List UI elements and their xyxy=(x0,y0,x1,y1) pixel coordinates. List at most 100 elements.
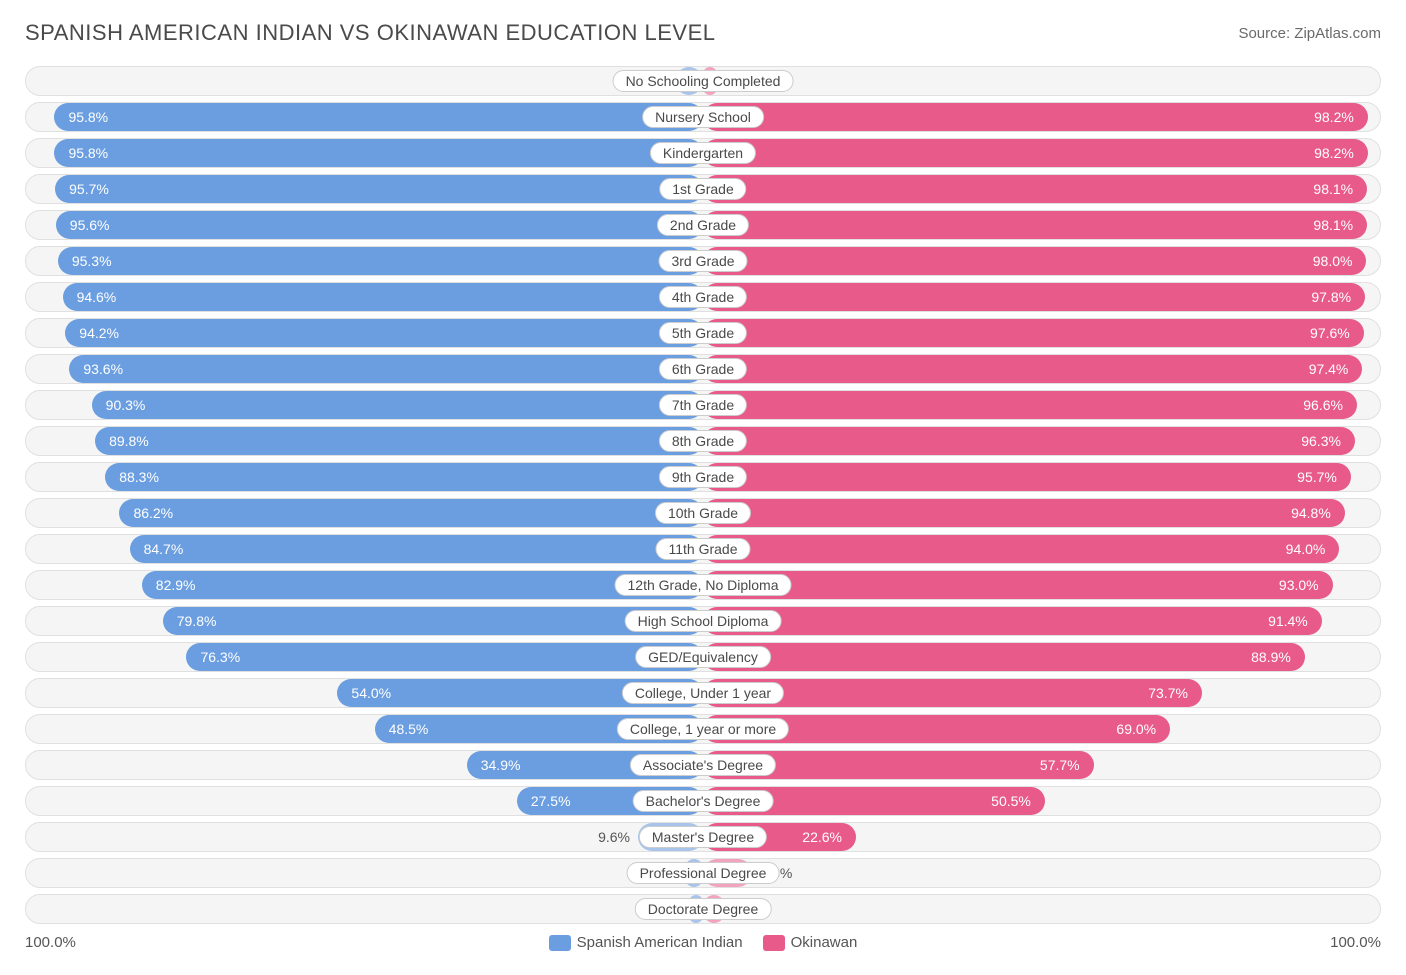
bar-series2: 96.6% xyxy=(703,391,1357,419)
bar-value-series2: 57.7% xyxy=(1040,757,1080,773)
bar-series1: 94.2% xyxy=(65,319,703,347)
bar-value-series1: 93.6% xyxy=(83,361,123,377)
bar-value-series1: 95.6% xyxy=(70,217,110,233)
chart-row: 86.2%94.8%10th Grade xyxy=(25,498,1381,528)
row-category-label: College, Under 1 year xyxy=(622,682,784,704)
bar-series1: 79.8% xyxy=(163,607,703,635)
butterfly-chart: 4.2%1.8%No Schooling Completed 95.8% 98.2%… xyxy=(25,66,1381,924)
row-category-label: High School Diploma xyxy=(625,610,782,632)
legend-item-series1: Spanish American Indian xyxy=(549,934,743,951)
chart-row: 48.5%69.0%College, 1 year or more xyxy=(25,714,1381,744)
bar-series2: 91.4% xyxy=(703,607,1322,635)
bar-series2: 93.0% xyxy=(703,571,1333,599)
row-category-label: 2nd Grade xyxy=(657,214,749,236)
chart-row: 95.8% 98.2% Nursery School xyxy=(25,102,1381,132)
legend-label-series1: Spanish American Indian xyxy=(577,934,743,951)
chart-row: 90.3% 96.6%7th Grade xyxy=(25,390,1381,420)
bar-series2: 95.7% xyxy=(703,463,1351,491)
bar-series2: 97.8% xyxy=(703,283,1365,311)
bar-value-series2: 98.2% xyxy=(1314,145,1354,161)
row-category-label: 4th Grade xyxy=(659,286,747,308)
legend-item-series2: Okinawan xyxy=(763,934,858,951)
chart-footer: 100.0% Spanish American Indian Okinawan … xyxy=(25,934,1381,951)
bar-value-series2: 88.9% xyxy=(1251,649,1291,665)
chart-row: 79.8% 91.4%High School Diploma xyxy=(25,606,1381,636)
row-category-label: Nursery School xyxy=(642,106,764,128)
bar-series1: 95.3% xyxy=(58,247,703,275)
bar-series2: 98.1% xyxy=(703,175,1367,203)
bar-value-series2: 97.6% xyxy=(1310,325,1350,341)
row-category-label: 6th Grade xyxy=(659,358,747,380)
bar-series1: 95.7% xyxy=(55,175,703,203)
row-category-label: 9th Grade xyxy=(659,466,747,488)
bar-value-series1: 90.3% xyxy=(106,397,146,413)
bar-value-series1: 94.2% xyxy=(79,325,119,341)
row-category-label: College, 1 year or more xyxy=(617,718,789,740)
bar-value-series1: 79.8% xyxy=(177,613,217,629)
bar-series2: 97.6% xyxy=(703,319,1364,347)
row-category-label: Bachelor's Degree xyxy=(633,790,774,812)
legend-swatch-series1 xyxy=(549,935,571,951)
bar-value-series1: 9.6% xyxy=(598,829,630,845)
bar-series1: 89.8% xyxy=(95,427,703,455)
bar-series1: 95.6% xyxy=(56,211,703,239)
bar-value-series1: 88.3% xyxy=(119,469,159,485)
bar-series1: 84.7% xyxy=(130,535,703,563)
bar-series1: 90.3% xyxy=(92,391,703,419)
bar-value-series1: 34.9% xyxy=(481,757,521,773)
row-category-label: 1st Grade xyxy=(659,178,746,200)
bar-value-series1: 76.3% xyxy=(200,649,240,665)
bar-series1: 88.3% xyxy=(105,463,703,491)
bar-series2: 98.1% xyxy=(703,211,1367,239)
row-category-label: Doctorate Degree xyxy=(635,898,772,920)
bar-series2: 96.3% xyxy=(703,427,1355,455)
bar-value-series2: 94.0% xyxy=(1286,541,1326,557)
bar-value-series2: 93.0% xyxy=(1279,577,1319,593)
bar-value-series2: 98.2% xyxy=(1314,109,1354,125)
chart-row: 95.7% 98.1% 1st Grade xyxy=(25,174,1381,204)
bar-value-series2: 97.8% xyxy=(1311,289,1351,305)
chart-row: 76.3%88.9%GED/Equivalency xyxy=(25,642,1381,672)
chart-row: 4.2%1.8%No Schooling Completed xyxy=(25,66,1381,96)
legend-swatch-series2 xyxy=(763,935,785,951)
bar-value-series1: 82.9% xyxy=(156,577,196,593)
bar-value-series2: 96.3% xyxy=(1301,433,1341,449)
bar-value-series2: 94.8% xyxy=(1291,505,1331,521)
bar-value-series2: 73.7% xyxy=(1148,685,1188,701)
row-category-label: 3rd Grade xyxy=(658,250,747,272)
row-category-label: Kindergarten xyxy=(650,142,756,164)
chart-row: 84.7%94.0%11th Grade xyxy=(25,534,1381,564)
bar-value-series2: 98.0% xyxy=(1313,253,1353,269)
bar-value-series1: 95.8% xyxy=(68,109,108,125)
axis-label-left: 100.0% xyxy=(25,934,76,951)
bar-series1: 76.3% xyxy=(186,643,703,671)
bar-value-series2: 69.0% xyxy=(1116,721,1156,737)
chart-row: 54.0%73.7%College, Under 1 year xyxy=(25,678,1381,708)
row-category-label: No Schooling Completed xyxy=(613,70,794,92)
bar-series2: 98.0% xyxy=(703,247,1366,275)
chart-source: Source: ZipAtlas.com xyxy=(1238,25,1381,42)
bar-value-series1: 86.2% xyxy=(133,505,173,521)
chart-row: 95.6% 98.1%2nd Grade xyxy=(25,210,1381,240)
bar-value-series1: 95.3% xyxy=(72,253,112,269)
chart-row: 94.2%97.6%5th Grade xyxy=(25,318,1381,348)
row-category-label: Associate's Degree xyxy=(630,754,776,776)
bar-value-series2: 50.5% xyxy=(991,793,1031,809)
chart-row: 95.8%98.2%Kindergarten xyxy=(25,138,1381,168)
bar-series2: 88.9% xyxy=(703,643,1305,671)
axis-label-right: 100.0% xyxy=(1330,934,1381,951)
bar-series1: 95.8% xyxy=(54,103,703,131)
bar-series1: 94.6% xyxy=(63,283,703,311)
bar-value-series2: 95.7% xyxy=(1297,469,1337,485)
chart-row: 89.8% 96.3% 8th Grade xyxy=(25,426,1381,456)
chart-row: 2.7%7.3%Professional Degree xyxy=(25,858,1381,888)
row-category-label: 7th Grade xyxy=(659,394,747,416)
chart-row: 88.3% 95.7% 9th Grade xyxy=(25,462,1381,492)
chart-row: 1.1%3.3%Doctorate Degree xyxy=(25,894,1381,924)
row-category-label: Professional Degree xyxy=(627,862,780,884)
legend-label-series2: Okinawan xyxy=(791,934,858,951)
row-category-label: 8th Grade xyxy=(659,430,747,452)
bar-value-series2: 97.4% xyxy=(1309,361,1349,377)
bar-value-series1: 95.7% xyxy=(69,181,109,197)
bar-value-series2: 98.1% xyxy=(1313,181,1353,197)
